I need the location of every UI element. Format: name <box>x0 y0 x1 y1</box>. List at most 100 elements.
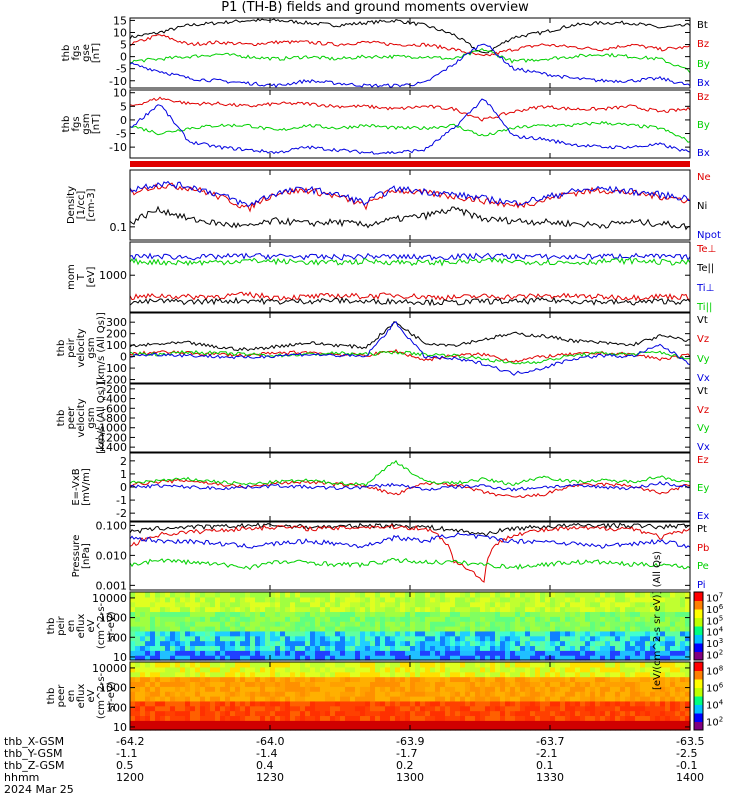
x-axis-row-label: hhmm <box>4 771 40 784</box>
y-tick-label: 0 <box>120 481 127 494</box>
legend-entry-By: By <box>697 120 710 131</box>
legend-entry-Pi: Pi <box>697 580 706 591</box>
series-line-Pb <box>129 524 691 583</box>
y-tick-label: 1000 <box>99 682 127 695</box>
panel-density: 0.1 <box>110 169 691 241</box>
x-tick-label: -63.9 <box>396 735 425 748</box>
y-tick-label: 2 <box>120 455 127 468</box>
legend-entry-Pe: Pe <box>697 561 709 573</box>
y-tick-label: 200 <box>106 328 127 341</box>
colorbar-label: [eV/(cm^2-s sr eV)] (All Qs) <box>652 550 663 690</box>
legend-entry-Pt: Pt <box>697 524 707 535</box>
series-line-Vx <box>129 320 691 376</box>
y-tick-label: 5 <box>120 39 127 52</box>
x-tick-label: 1400 <box>676 771 704 784</box>
y-axis-label-line: [km/s (All Qs)] <box>96 382 107 454</box>
y-tick-label: 0 <box>120 114 127 127</box>
y-tick-label: 10000 <box>92 662 127 675</box>
series-line-Vz <box>129 348 691 363</box>
series-line-Te|| <box>129 296 691 307</box>
series-line-By <box>129 120 691 143</box>
legend-entry-Ni: Ni <box>697 201 708 212</box>
x-tick-label: 1330 <box>536 771 564 784</box>
colorbar-tick-label: 108 <box>706 665 723 678</box>
x-tick-label: 0.4 <box>256 759 274 772</box>
y-axis-label-peer-spectrogram: thb peer en eflux eV (cm^2-s-sr-eV) <box>46 652 117 740</box>
x-tick-label: -64.2 <box>116 735 145 748</box>
panel-frame <box>129 169 691 241</box>
panel-temperature: 1000 <box>99 241 691 313</box>
y-tick-label: -5 <box>116 63 127 76</box>
x-tick-label: 1200 <box>116 771 144 784</box>
y-tick-label: 0.100 <box>96 519 128 532</box>
y-tick-label: 1 <box>120 468 127 481</box>
x-tick-label: -64.0 <box>256 735 285 748</box>
legend-entry-Bx: Bx <box>697 78 710 89</box>
y-tick-label: 0 <box>120 51 127 64</box>
y-tick-label: 10 <box>113 721 127 734</box>
series-line-Npot <box>129 180 691 208</box>
y-tick-label: 10 <box>113 26 127 39</box>
series-line-Ni <box>129 205 691 231</box>
y-axis-label-line: sr-eV) <box>106 681 117 711</box>
y-tick-label: 100 <box>106 631 127 644</box>
y-tick-label: 300 <box>106 316 127 329</box>
panel-frame <box>129 17 691 89</box>
colorbar-tick-label: 106 <box>706 682 724 695</box>
panel-peer-velocity: -1400-1200-1000-800-600-400-200 <box>95 383 691 454</box>
x-tick-label: 0.2 <box>396 759 414 772</box>
legend-entry-Bz: Bz <box>697 39 710 51</box>
red-separator-band <box>130 161 690 167</box>
x-axis-row-label: thb_Z-GSM <box>4 759 65 772</box>
series-line-Bt <box>129 18 691 54</box>
legend-entry-Ex: Ex <box>697 511 710 522</box>
legend-entry-Te||: Te|| <box>697 263 715 275</box>
y-tick-label: -5 <box>116 128 127 141</box>
y-tick-label: -1000 <box>95 422 127 435</box>
y-tick-label: -10 <box>109 141 127 154</box>
series-line-Ey <box>129 459 691 487</box>
legend-entry-Pb: Pb <box>697 542 710 554</box>
y-tick-label: 5 <box>120 100 127 113</box>
x-tick-label: 0.1 <box>536 759 554 772</box>
legend-entry-Bz: Bz <box>697 92 710 103</box>
y-tick-label: 0.010 <box>96 549 128 562</box>
series-line-Bx <box>129 43 691 88</box>
series-line-By <box>129 47 691 74</box>
y-tick-label: -800 <box>102 412 127 425</box>
date-label: 2024 Mar 25 <box>4 783 74 796</box>
series-line-Ti⊥ <box>129 252 691 262</box>
y-tick-label: -1 <box>116 494 127 507</box>
y-tick-label: 0.001 <box>96 579 128 592</box>
y-tick-label: -100 <box>102 362 127 375</box>
series-line-Vy <box>129 350 690 365</box>
x-tick-label: -63.5 <box>676 735 705 748</box>
x-tick-label: -1.7 <box>396 747 418 760</box>
y-tick-label: -600 <box>102 402 127 415</box>
x-axis-row-label: thb_X-GSM <box>4 735 65 748</box>
y-tick-label: 10000 <box>92 592 127 605</box>
series-line-Bz <box>129 34 691 57</box>
panel-pressure: 0.001 0.010 0.100 <box>96 519 691 592</box>
legend-entry-Vz: Vz <box>697 404 710 416</box>
y-tick-label: -200 <box>102 383 127 396</box>
legend-entry-Vy: Vy <box>697 423 710 435</box>
x-tick-label: -63.7 <box>536 735 565 748</box>
y-tick-label: -2 <box>116 507 127 520</box>
legend-entry-Vx: Vx <box>697 373 710 384</box>
legend-entry-By: By <box>697 58 710 70</box>
x-tick-label: -2.1 <box>536 747 558 760</box>
x-tick-label: -1.4 <box>256 747 278 760</box>
chart-title: P1 (TH-B) fields and ground moments over… <box>221 0 529 15</box>
x-tick-label: 1300 <box>396 771 424 784</box>
colorbar-tick-label: 104 <box>706 699 724 712</box>
legend-entry-Vx: Vx <box>697 442 710 453</box>
colorbar-peer-spectrogram: 102 104 106 108 <box>693 661 724 731</box>
legend-entry-Ne: Ne <box>697 172 711 183</box>
y-tick-label: 15 <box>113 14 127 27</box>
legend-entry-Ey: Ey <box>697 483 710 494</box>
